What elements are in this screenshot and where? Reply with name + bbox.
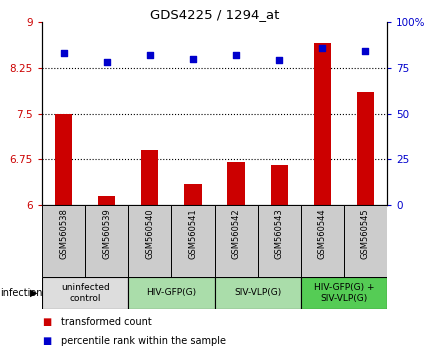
Bar [42,205,85,277]
Point [319,45,326,51]
Title: GDS4225 / 1294_at: GDS4225 / 1294_at [150,8,279,21]
Bar [55,114,72,205]
Text: GSM560544: GSM560544 [318,209,327,259]
Bar [271,165,288,205]
Text: GSM560543: GSM560543 [275,209,284,259]
Text: GSM560540: GSM560540 [145,209,154,259]
Text: GSM560538: GSM560538 [59,209,68,259]
Point [60,50,67,56]
Bar [301,277,387,309]
Text: ▶: ▶ [30,288,38,298]
Text: GSM560539: GSM560539 [102,209,111,259]
Point [190,56,196,62]
Bar [227,162,245,205]
Bar [85,205,128,277]
Point [232,52,239,58]
Point [276,58,283,63]
Text: HIV-GFP(G) +
SIV-VLP(G): HIV-GFP(G) + SIV-VLP(G) [314,283,374,303]
Bar [215,277,301,309]
Bar [98,196,115,205]
Text: GSM560541: GSM560541 [188,209,198,259]
Bar [215,205,258,277]
Bar [314,43,331,205]
Text: GSM560542: GSM560542 [232,209,241,259]
Text: GSM560545: GSM560545 [361,209,370,259]
Point [146,52,153,58]
Text: infection: infection [0,288,43,298]
Point [362,48,369,54]
Text: uninfected
control: uninfected control [61,283,110,303]
Bar [128,205,171,277]
Bar [344,205,387,277]
Point [103,59,110,65]
Bar [258,205,301,277]
Bar [184,184,201,205]
Text: percentile rank within the sample: percentile rank within the sample [61,336,226,347]
Bar [301,205,344,277]
Text: SIV-VLP(G): SIV-VLP(G) [234,289,281,297]
Bar [357,92,374,205]
Text: HIV-GFP(G): HIV-GFP(G) [146,289,196,297]
Text: transformed count: transformed count [61,316,152,327]
Bar [171,205,215,277]
Bar [42,277,128,309]
Bar [128,277,215,309]
Text: ■: ■ [42,316,51,327]
Text: ■: ■ [42,336,51,347]
Bar [141,150,159,205]
